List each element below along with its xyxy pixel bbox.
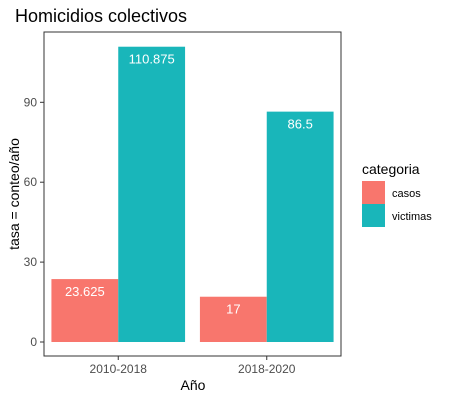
bar-victimas: [266, 111, 334, 342]
y-tick-label: 0: [30, 335, 37, 349]
legend-key-victimas: [362, 204, 385, 227]
y-axis: 0 30 60 90: [24, 95, 44, 349]
y-tick-label: 60: [24, 175, 38, 189]
data-labels: 23.625 110.875 17 86.5: [65, 52, 313, 317]
data-label: 110.875: [129, 52, 175, 67]
bar-victimas: [118, 46, 186, 342]
data-label: 86.5: [288, 117, 313, 132]
legend: categoria casos victimas: [362, 161, 432, 227]
chart-title: Homicidios colectivos: [15, 6, 187, 26]
data-label: 23.625: [65, 284, 105, 299]
y-tick-label: 30: [24, 255, 38, 269]
x-tick-label: 2010-2018: [90, 362, 148, 376]
x-tick-label: 2018-2020: [238, 362, 296, 376]
bars: [51, 46, 334, 342]
legend-label-casos: casos: [392, 188, 421, 200]
bar-casos: [199, 296, 267, 342]
y-tick-label: 90: [24, 95, 38, 109]
bar-casos: [51, 279, 119, 342]
x-axis: 2010-2018 2018-2020: [90, 356, 296, 376]
x-axis-label: Año: [181, 377, 206, 393]
legend-key-casos: [362, 181, 385, 204]
legend-label-victimas: victimas: [392, 211, 432, 223]
data-label: 17: [226, 302, 240, 317]
legend-title: categoria: [362, 161, 420, 177]
y-axis-label: tasa = conteo/año: [6, 138, 22, 250]
